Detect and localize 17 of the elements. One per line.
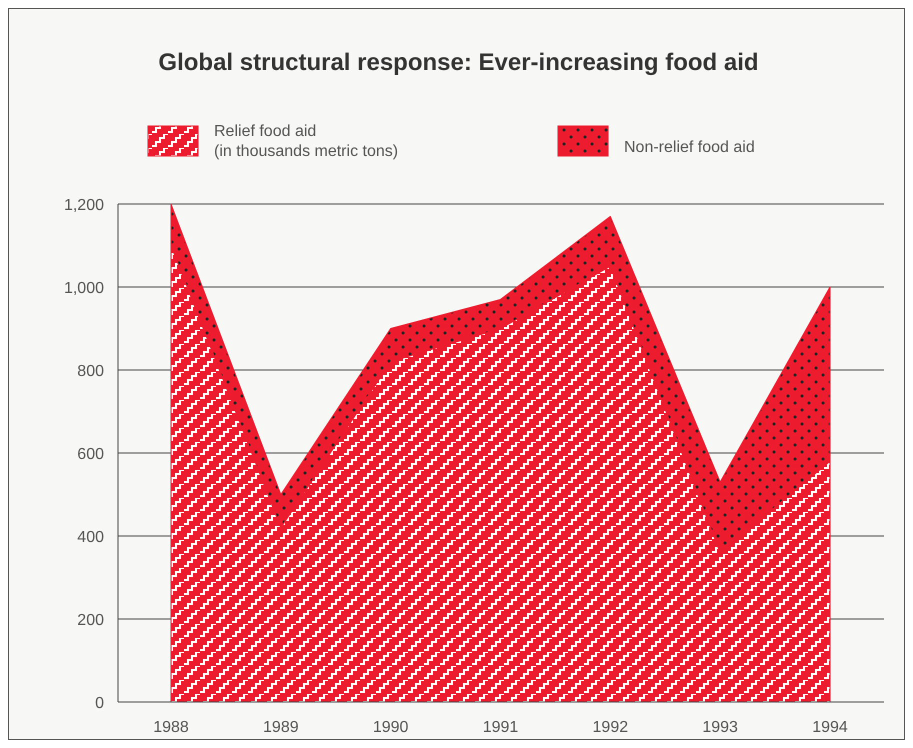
x-tick-label: 1993 (702, 719, 738, 736)
x-tick-label: 1989 (263, 719, 299, 736)
y-tick-label: 1,200 (64, 197, 104, 214)
y-tick-label: 800 (77, 363, 104, 380)
x-tick-label: 1988 (153, 719, 189, 736)
legend-label: Relief food aid (in thousands metric tons) (214, 123, 398, 160)
x-tick-label: 1994 (812, 719, 848, 736)
y-tick-label: 1,000 (64, 280, 104, 297)
y-tick-label: 600 (77, 446, 104, 463)
y-tick-label: 0 (95, 695, 104, 712)
x-tick-label: 1990 (372, 719, 409, 736)
x-tick-label: 1992 (592, 719, 628, 736)
chart-title: Global structural response: Ever-increasing food aid (158, 49, 759, 76)
x-tick-label: 1991 (482, 719, 518, 736)
legend-label: Non-relief food aid (624, 139, 755, 156)
y-tick-label: 400 (77, 529, 104, 546)
y-tick-label: 200 (77, 612, 104, 629)
